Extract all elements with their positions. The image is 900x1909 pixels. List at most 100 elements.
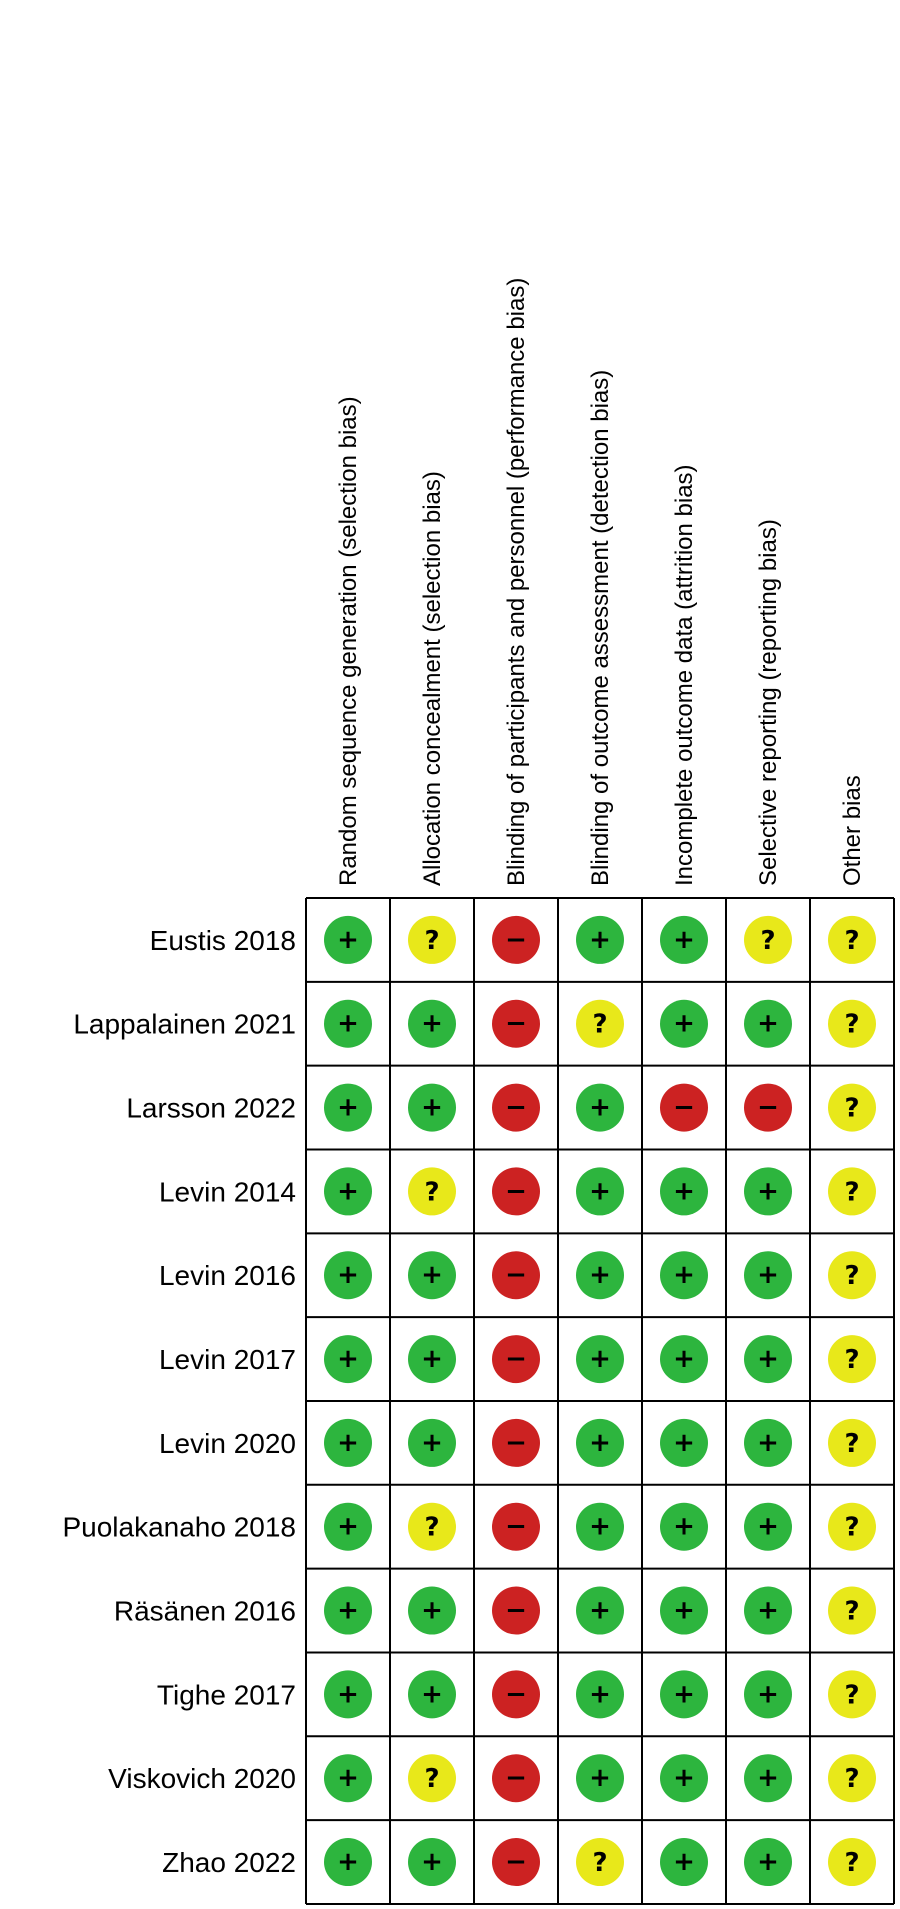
- rating-symbol: ?: [844, 1764, 859, 1794]
- rating-symbol: −: [505, 1679, 527, 1709]
- rating-symbol: ?: [424, 926, 439, 956]
- rating-low-marker: +: [576, 1586, 624, 1635]
- study-label: Lappalainen 2021: [73, 1009, 296, 1040]
- rating-circle: [324, 1838, 372, 1887]
- rating-circle: [828, 1335, 876, 1384]
- rating-circle: [660, 915, 708, 964]
- rating-high-marker: −: [492, 1167, 540, 1216]
- rating-symbol: +: [589, 1679, 611, 1709]
- rating-low-marker: +: [576, 915, 624, 964]
- rating-symbol: +: [673, 1847, 695, 1877]
- rating-low-marker: +: [744, 1502, 792, 1551]
- rating-circle: [576, 1083, 624, 1132]
- study-label: Zhao 2022: [162, 1847, 296, 1878]
- rating-symbol: ?: [844, 1680, 859, 1710]
- rating-circle: [576, 1586, 624, 1635]
- rating-unclear-marker: ?: [828, 999, 876, 1048]
- rating-high-marker: −: [492, 1670, 540, 1719]
- rating-unclear-marker: ?: [576, 1838, 624, 1887]
- rating-circle: [324, 1586, 372, 1635]
- rating-symbol: +: [757, 1847, 779, 1877]
- rating-symbol: +: [757, 1679, 779, 1709]
- rating-symbol: +: [589, 1596, 611, 1626]
- rating-unclear-marker: ?: [408, 1502, 456, 1551]
- rating-low-marker: +: [408, 1083, 456, 1132]
- study-label: Puolakanaho 2018: [62, 1512, 296, 1543]
- rating-symbol: +: [337, 1679, 359, 1709]
- rating-low-marker: +: [660, 1670, 708, 1719]
- rating-circle: [828, 1670, 876, 1719]
- rating-symbol: +: [421, 1093, 443, 1123]
- rating-symbol: +: [337, 1009, 359, 1039]
- rating-low-marker: +: [744, 999, 792, 1048]
- rating-high-marker: −: [492, 915, 540, 964]
- rating-symbol: +: [673, 1596, 695, 1626]
- rating-low-marker: +: [576, 1502, 624, 1551]
- rating-low-marker: +: [408, 999, 456, 1048]
- rating-circle: [324, 1251, 372, 1300]
- rating-circle: [576, 999, 624, 1048]
- rating-low-marker: +: [324, 1586, 372, 1635]
- study-label: Tighe 2017: [157, 1679, 296, 1710]
- rating-symbol: +: [337, 1344, 359, 1374]
- domain-label: Selective reporting (reporting bias): [755, 519, 782, 886]
- rating-circle: [492, 1502, 540, 1551]
- rating-circle: [576, 1754, 624, 1803]
- rating-cells: +? − + +? ? + + −? + + ? + + − + − − ? +? − + + + ? + + − + + + ? + + − + +…: [324, 915, 876, 1887]
- rating-low-marker: +: [324, 1754, 372, 1803]
- rating-circle: [324, 915, 372, 964]
- rating-symbol: −: [673, 1093, 695, 1123]
- rating-low-marker: +: [408, 1418, 456, 1467]
- domain-label: Blinding of outcome assessment (detectio…: [587, 370, 614, 886]
- rating-low-marker: +: [744, 1586, 792, 1635]
- rating-circle: [660, 1502, 708, 1551]
- rating-symbol: +: [337, 1093, 359, 1123]
- rating-symbol: +: [673, 1763, 695, 1793]
- domain-label: Incomplete outcome data (attrition bias): [671, 464, 698, 886]
- rating-symbol: +: [421, 1344, 443, 1374]
- rating-circle: [408, 1754, 456, 1803]
- rating-symbol: +: [757, 1344, 779, 1374]
- rating-low-marker: +: [660, 1167, 708, 1216]
- rating-symbol: −: [505, 1428, 527, 1458]
- rating-low-marker: +: [744, 1670, 792, 1719]
- rating-high-marker: −: [492, 1418, 540, 1467]
- rating-symbol: +: [421, 1847, 443, 1877]
- rating-circle: [492, 1838, 540, 1887]
- rating-symbol: −: [505, 1344, 527, 1374]
- rating-unclear-marker: ?: [828, 1418, 876, 1467]
- rating-circle: [744, 915, 792, 964]
- rating-symbol: +: [673, 1344, 695, 1374]
- rating-symbol: ?: [844, 1848, 859, 1878]
- rating-symbol: +: [673, 1428, 695, 1458]
- rating-low-marker: +: [660, 915, 708, 964]
- rating-unclear-marker: ?: [828, 1083, 876, 1132]
- rating-unclear-marker: ?: [828, 1838, 876, 1887]
- rating-unclear-marker: ?: [828, 1167, 876, 1216]
- rating-symbol: +: [337, 1428, 359, 1458]
- domain-label: Random sequence generation (selection bi…: [335, 396, 362, 886]
- rating-circle: [492, 1167, 540, 1216]
- rating-symbol: +: [589, 1763, 611, 1793]
- domain-label: Blinding of participants and personnel (…: [503, 278, 530, 886]
- rating-low-marker: +: [744, 1838, 792, 1887]
- rating-symbol: ?: [844, 1513, 859, 1543]
- rating-unclear-marker: ?: [828, 1502, 876, 1551]
- rating-circle: [324, 1167, 372, 1216]
- rating-low-marker: +: [408, 1335, 456, 1384]
- rating-circle: [576, 1502, 624, 1551]
- rating-symbol: −: [505, 1596, 527, 1626]
- study-label: Räsänen 2016: [114, 1596, 296, 1627]
- rating-circle: [660, 1586, 708, 1635]
- rating-circle: [576, 915, 624, 964]
- rating-circle: [828, 1167, 876, 1216]
- rating-symbol: +: [673, 1512, 695, 1542]
- rating-circle: [576, 1670, 624, 1719]
- rating-high-marker: −: [492, 1335, 540, 1384]
- rating-circle: [828, 1838, 876, 1887]
- rating-low-marker: +: [324, 1083, 372, 1132]
- rating-low-marker: +: [324, 1502, 372, 1551]
- rating-low-marker: +: [744, 1167, 792, 1216]
- rating-low-marker: +: [660, 1335, 708, 1384]
